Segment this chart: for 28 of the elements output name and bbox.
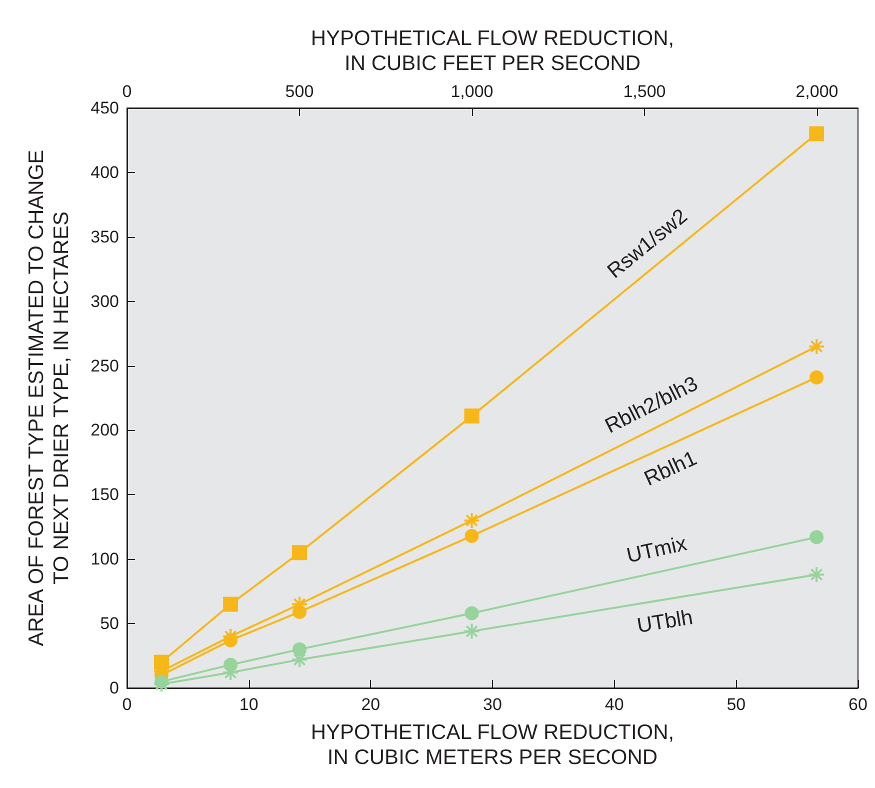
y-tick-label: 150 [90,485,119,504]
x-tick-label: 20 [361,695,380,714]
y-tick-label: 350 [90,227,119,246]
y-tick-label: 300 [90,292,119,311]
x-tick-label: 0 [122,695,132,714]
x-tick-label: 50 [726,695,746,714]
x2-tick-label: 500 [285,82,314,101]
y-tick-label: 250 [90,356,119,376]
x2-tick-label: 1,000 [450,82,494,101]
y-tick-label: 400 [90,162,119,182]
text: Rblh1 [640,446,700,491]
x2-axis-title: HYPOTHETICAL FLOW REDUCTION, IN CUBIC FEET PER SECOND [310,27,674,75]
x2-tick-label: 0 [122,82,132,101]
x-tick-label: 40 [604,695,624,714]
x2-tick-label: 1,500 [623,82,666,101]
text: UTblh [635,606,694,638]
y-tick-label: 450 [90,98,119,118]
text: UTmix [624,532,690,568]
x-axis-title: HYPOTHETICAL FLOW REDUCTION, IN CUBIC METERS PER SECOND [310,721,674,769]
y-tick-label: 200 [90,420,119,440]
y-tick-label: 0 [110,678,119,698]
y-tick-label: 100 [90,550,119,569]
x2-tick-label: 2,000 [796,82,838,101]
x-tick-label: 60 [848,695,868,714]
x-tick-label: 10 [239,695,258,714]
x-tick-label: 30 [483,695,502,714]
y-tick-label: 50 [100,614,119,634]
y-axis-title: AREA OF FOREST TYPE ESTIMATED TO CHANGE TO NEXT DRIER TYPE, IN HECTARES [25,150,73,646]
